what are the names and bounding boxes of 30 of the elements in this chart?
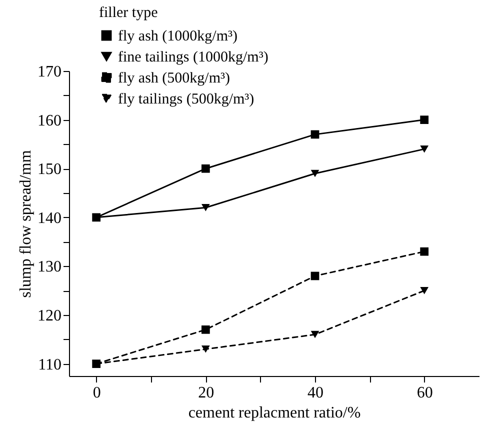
x-tick-label: 60	[416, 384, 433, 402]
point	[201, 164, 210, 173]
point	[420, 286, 429, 294]
y-axis-title: slump flow spread/mm	[18, 150, 34, 298]
y-tick-label: 160	[38, 112, 62, 130]
point	[420, 116, 429, 124]
x-tick-label: 0	[92, 384, 101, 402]
y-tick-label: 150	[38, 161, 62, 178]
legend-label: fine tailings (1000kg/m³)	[118, 50, 268, 66]
legend-label: fly tailings (500kg/m³)	[118, 92, 254, 108]
point	[310, 170, 320, 178]
x-tick-label: 20	[198, 384, 214, 402]
y-tick-label: 130	[38, 258, 62, 276]
point	[201, 204, 210, 212]
x-axis-title: cement replacment ratio/%	[188, 404, 361, 422]
legend-label: fly ash (1000kg/m³)	[118, 28, 238, 44]
x-tick-label: 40	[308, 384, 324, 402]
point	[201, 346, 210, 353]
point	[310, 272, 320, 280]
legend-title: filler type	[99, 5, 158, 21]
point	[420, 145, 429, 153]
point	[201, 325, 210, 334]
y-tick-label: 170	[38, 64, 62, 80]
point	[310, 130, 320, 139]
y-tick-label: 120	[38, 308, 62, 324]
point	[310, 330, 320, 338]
y-tick-label: 110	[38, 356, 62, 374]
y-tick-label: 140	[38, 210, 62, 227]
point	[420, 247, 429, 256]
legend-label: fly ash (500kg/m³)	[118, 70, 230, 86]
